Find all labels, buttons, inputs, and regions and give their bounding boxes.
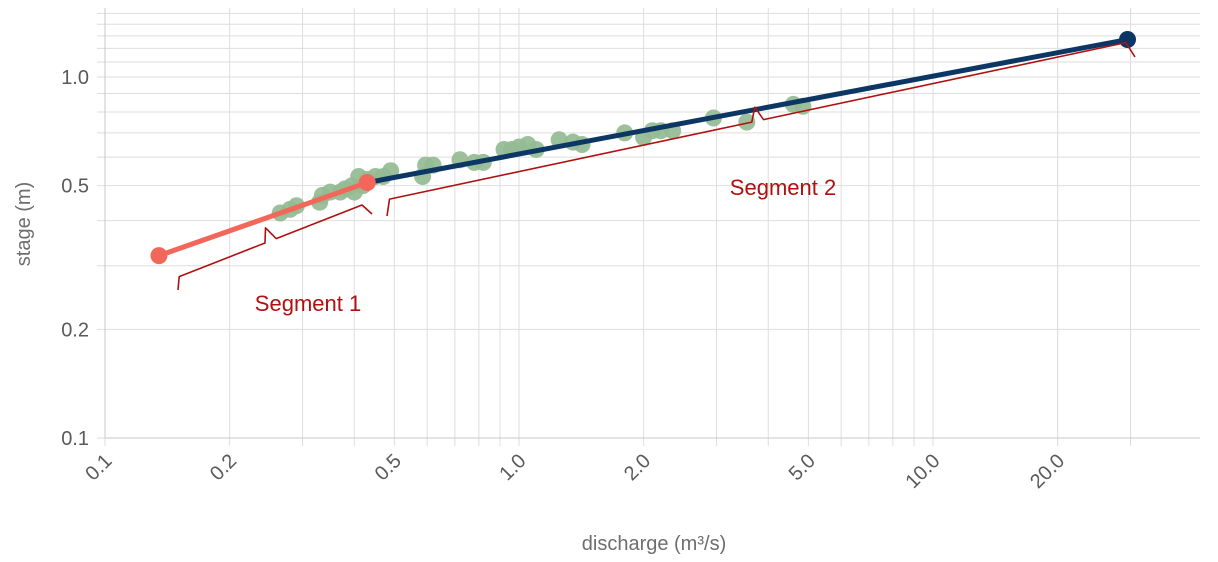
segment-1-endpoint: [150, 247, 168, 265]
segment-1-brace: [177, 204, 373, 291]
axes: [104, 8, 1200, 439]
y-axis-title: stage (m): [13, 182, 35, 266]
x-tick-label: 0.5: [371, 450, 406, 485]
x-tick-label: 20.0: [1026, 450, 1069, 493]
segment-2-label: Segment 2: [730, 175, 836, 200]
x-tick-label: 2.0: [620, 450, 655, 485]
x-tick-label: 5.0: [785, 450, 820, 485]
grid: [97, 8, 1200, 446]
segment-2-line: [364, 37, 1131, 186]
x-tick-label: 0.1: [81, 450, 116, 485]
segment-lines: [150, 31, 1137, 265]
segment-1-endpoint: [358, 174, 376, 192]
y-tick-label: 0.2: [61, 319, 89, 341]
y-tick-label: 0.1: [61, 428, 89, 450]
x-tick-label: 10.0: [901, 450, 944, 493]
segment-annotations: Segment 1 Segment 2: [177, 41, 1136, 316]
tick-labels: 0.1 0.2 0.5 1.0 0.1 0.2 0.5 1.0 2.0 5.0 10.0 20.0: [61, 67, 1069, 493]
segment-1-label: Segment 1: [255, 291, 361, 316]
y-tick-label: 0.5: [61, 176, 89, 198]
y-tick-label: 1.0: [61, 67, 89, 89]
x-axis-title: discharge (m³/s): [582, 533, 726, 555]
segment-2-brace: [386, 41, 1136, 217]
x-tick-label: 0.2: [206, 450, 241, 485]
segment-1-line: [156, 180, 370, 259]
observation-point: [738, 113, 756, 131]
x-tick-label: 1.0: [495, 450, 530, 485]
